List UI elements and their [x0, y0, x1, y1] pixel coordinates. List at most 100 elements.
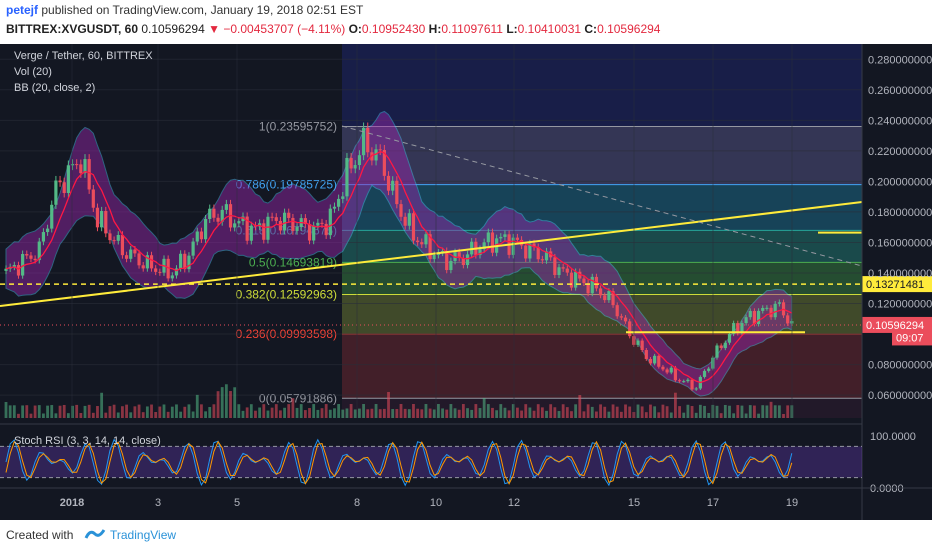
- candle-body: [70, 164, 75, 166]
- volume-bar: [316, 409, 320, 418]
- chart-area[interactable]: 1(0.23595752) 0.786(0.19785725) 0.618(0.16…: [0, 44, 932, 520]
- candle-body: [366, 127, 370, 153]
- volume-bar: [636, 404, 640, 418]
- volume-bar: [644, 412, 648, 418]
- volume-bar: [482, 398, 486, 418]
- symbol-label: BITTREX:XVGUSDT, 60: [6, 22, 139, 36]
- candle-body: [719, 345, 723, 349]
- stoch-rsi-legend[interactable]: Stoch RSI (3, 3, 14, 14, close): [14, 435, 161, 447]
- author-link[interactable]: petejf: [6, 3, 39, 17]
- candle-body: [461, 257, 465, 266]
- volume-bar: [457, 409, 461, 418]
- volume-bar: [279, 410, 282, 418]
- volume-bar: [736, 405, 740, 418]
- candle-body: [661, 366, 665, 370]
- candle-body: [653, 355, 657, 364]
- candle-body: [553, 257, 557, 275]
- candle-body: [270, 216, 274, 218]
- time-axis-tick: 17: [707, 497, 719, 509]
- ohlc-line: BITTREX:XVGUSDT, 60 0.10596294 ▼ −0.0045…: [6, 22, 660, 36]
- price-axis-tick: 0.120000000: [868, 299, 932, 311]
- candle-body: [536, 247, 540, 260]
- volume-bar: [320, 408, 324, 418]
- candle-body: [574, 271, 578, 288]
- candle-body: [582, 278, 586, 283]
- volume-bar: [283, 407, 286, 418]
- volume-bar: [570, 411, 573, 418]
- candle-body: [174, 268, 179, 276]
- volume-bar: [195, 394, 199, 418]
- volume-bar: [536, 404, 540, 418]
- candle-body: [407, 213, 411, 226]
- time-axis-tick: 15: [628, 497, 640, 509]
- candle-body: [424, 234, 428, 245]
- down-arrow-icon: ▼: [208, 22, 221, 36]
- volume-bar: [412, 404, 415, 418]
- volume-bar: [258, 407, 262, 418]
- candle-body: [590, 276, 594, 294]
- stoch-rsi-tick: 0.0000: [870, 483, 904, 495]
- volume-bar: [25, 405, 29, 418]
- candle-body: [149, 255, 154, 269]
- candle-body: [50, 204, 54, 229]
- candle-body: [499, 236, 503, 239]
- fib-zone: [342, 334, 862, 399]
- countdown-label: 09:07: [896, 332, 924, 344]
- bollinger-legend[interactable]: BB (20, close, 2): [14, 82, 96, 94]
- candle-body: [12, 265, 16, 267]
- price-axis-tick: 0.280000000: [868, 54, 932, 66]
- volume-legend[interactable]: Vol (20): [14, 66, 52, 78]
- candle-body: [328, 208, 332, 236]
- price-axis-tick: 0.220000000: [868, 146, 932, 158]
- candle-body: [208, 208, 212, 219]
- time-axis-tick: 19: [786, 497, 798, 509]
- price-level-label: 0.13271481: [866, 279, 924, 291]
- volume-bar: [669, 412, 673, 418]
- candle-body: [416, 240, 420, 243]
- last-price-label: 0.10596294: [866, 320, 924, 332]
- candle-body: [445, 251, 449, 271]
- candle-body: [503, 234, 507, 237]
- volume-bar: [611, 404, 615, 418]
- volume-bar: [407, 409, 411, 418]
- tradingview-link[interactable]: TradingView: [110, 528, 177, 542]
- volume-bar: [42, 413, 45, 418]
- price-axis-tick: 0.180000000: [868, 207, 932, 219]
- volume-bar: [590, 406, 594, 418]
- volume-bar: [665, 406, 669, 418]
- volume-bar: [295, 407, 299, 418]
- candle-body: [623, 317, 628, 322]
- candle-body: [374, 149, 378, 161]
- fib-level-label: 0(0.05791886): [259, 391, 337, 405]
- volume-bar: [287, 404, 291, 418]
- volume-bar: [370, 408, 374, 418]
- volume-bar: [782, 413, 785, 418]
- volume-bar: [245, 407, 249, 418]
- ascending-trendline: [0, 201, 863, 307]
- candle-body: [137, 253, 141, 266]
- time-axis-tick: 8: [354, 497, 360, 509]
- volume-bar: [83, 405, 87, 418]
- volume-bar: [690, 406, 694, 418]
- open-label: O:: [348, 22, 362, 36]
- candle-body: [603, 295, 607, 301]
- time-axis-tick: 5: [234, 497, 240, 509]
- volume-bar: [4, 402, 8, 418]
- price-chart[interactable]: 1(0.23595752)0.786(0.19785725)0.618(0.16…: [0, 44, 932, 520]
- volume-bar: [565, 407, 569, 418]
- low-label: L:: [506, 22, 518, 36]
- candle-body: [220, 209, 224, 222]
- bollinger-basis: [5, 150, 793, 384]
- volume-bar: [200, 404, 203, 418]
- time-axis-tick: 2018: [60, 497, 84, 509]
- candle-body: [58, 180, 62, 183]
- candle-body: [644, 350, 648, 359]
- volume-bar: [254, 410, 257, 418]
- close-value: 0.10596294: [597, 22, 661, 36]
- candle-body: [249, 225, 253, 241]
- time-axis-tick: 12: [508, 497, 520, 509]
- close-label: C:: [584, 22, 598, 36]
- high-label: H:: [428, 22, 442, 36]
- volume-bar: [678, 406, 681, 418]
- volume-bar: [17, 413, 20, 418]
